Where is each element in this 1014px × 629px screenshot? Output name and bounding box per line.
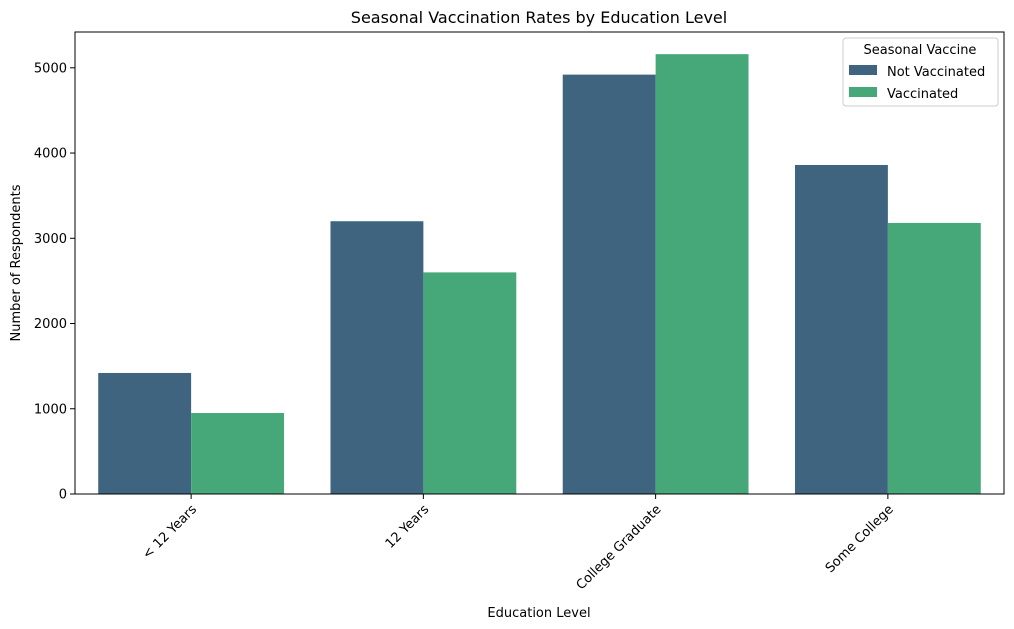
legend: Seasonal Vaccine Not Vaccinated Vaccinat… [842, 37, 999, 107]
y-tick-label: 4000 [34, 147, 67, 162]
legend-swatch-not-vaccinated [849, 65, 877, 75]
bar-vaccinated-1 [423, 272, 517, 494]
bars-group [98, 54, 981, 495]
y-tick-label: 2000 [34, 317, 67, 332]
bar-vaccinated-2 [655, 54, 749, 494]
y-tick-label: 5000 [34, 61, 67, 76]
bar-vaccinated-3 [887, 222, 981, 494]
y-axis-label: Number of Respondents [9, 184, 24, 341]
y-tick-label: 0 [59, 488, 67, 503]
y-axis: 0 1000 2000 3000 4000 5000 [34, 61, 75, 503]
x-axis: < 12 Years 12 Years College Graduate Some C… [140, 494, 897, 593]
x-tick-label: 12 Years [383, 502, 433, 552]
bar-not-vaccinated-1 [330, 221, 424, 495]
bar-not-vaccinated-0 [98, 372, 192, 494]
x-axis-label: Education Level [487, 606, 590, 621]
bar-not-vaccinated-2 [562, 74, 656, 495]
legend-label-vaccinated: Vaccinated [887, 87, 958, 102]
x-tick-label: College Graduate [574, 502, 665, 593]
chart-title: Seasonal Vaccination Rates by Education … [351, 8, 727, 27]
bar-vaccinated-0 [191, 413, 285, 494]
legend-title: Seasonal Vaccine [864, 43, 977, 58]
legend-box [842, 37, 999, 107]
y-tick-label: 3000 [34, 232, 67, 247]
legend-label-not-vaccinated: Not Vaccinated [887, 65, 985, 80]
bar-not-vaccinated-3 [794, 164, 888, 494]
x-tick-label: < 12 Years [140, 502, 200, 562]
legend-swatch-vaccinated [849, 87, 877, 97]
plot-frame [74, 31, 1005, 495]
x-tick-label: Some College [823, 502, 897, 576]
y-tick-label: 1000 [34, 402, 67, 417]
